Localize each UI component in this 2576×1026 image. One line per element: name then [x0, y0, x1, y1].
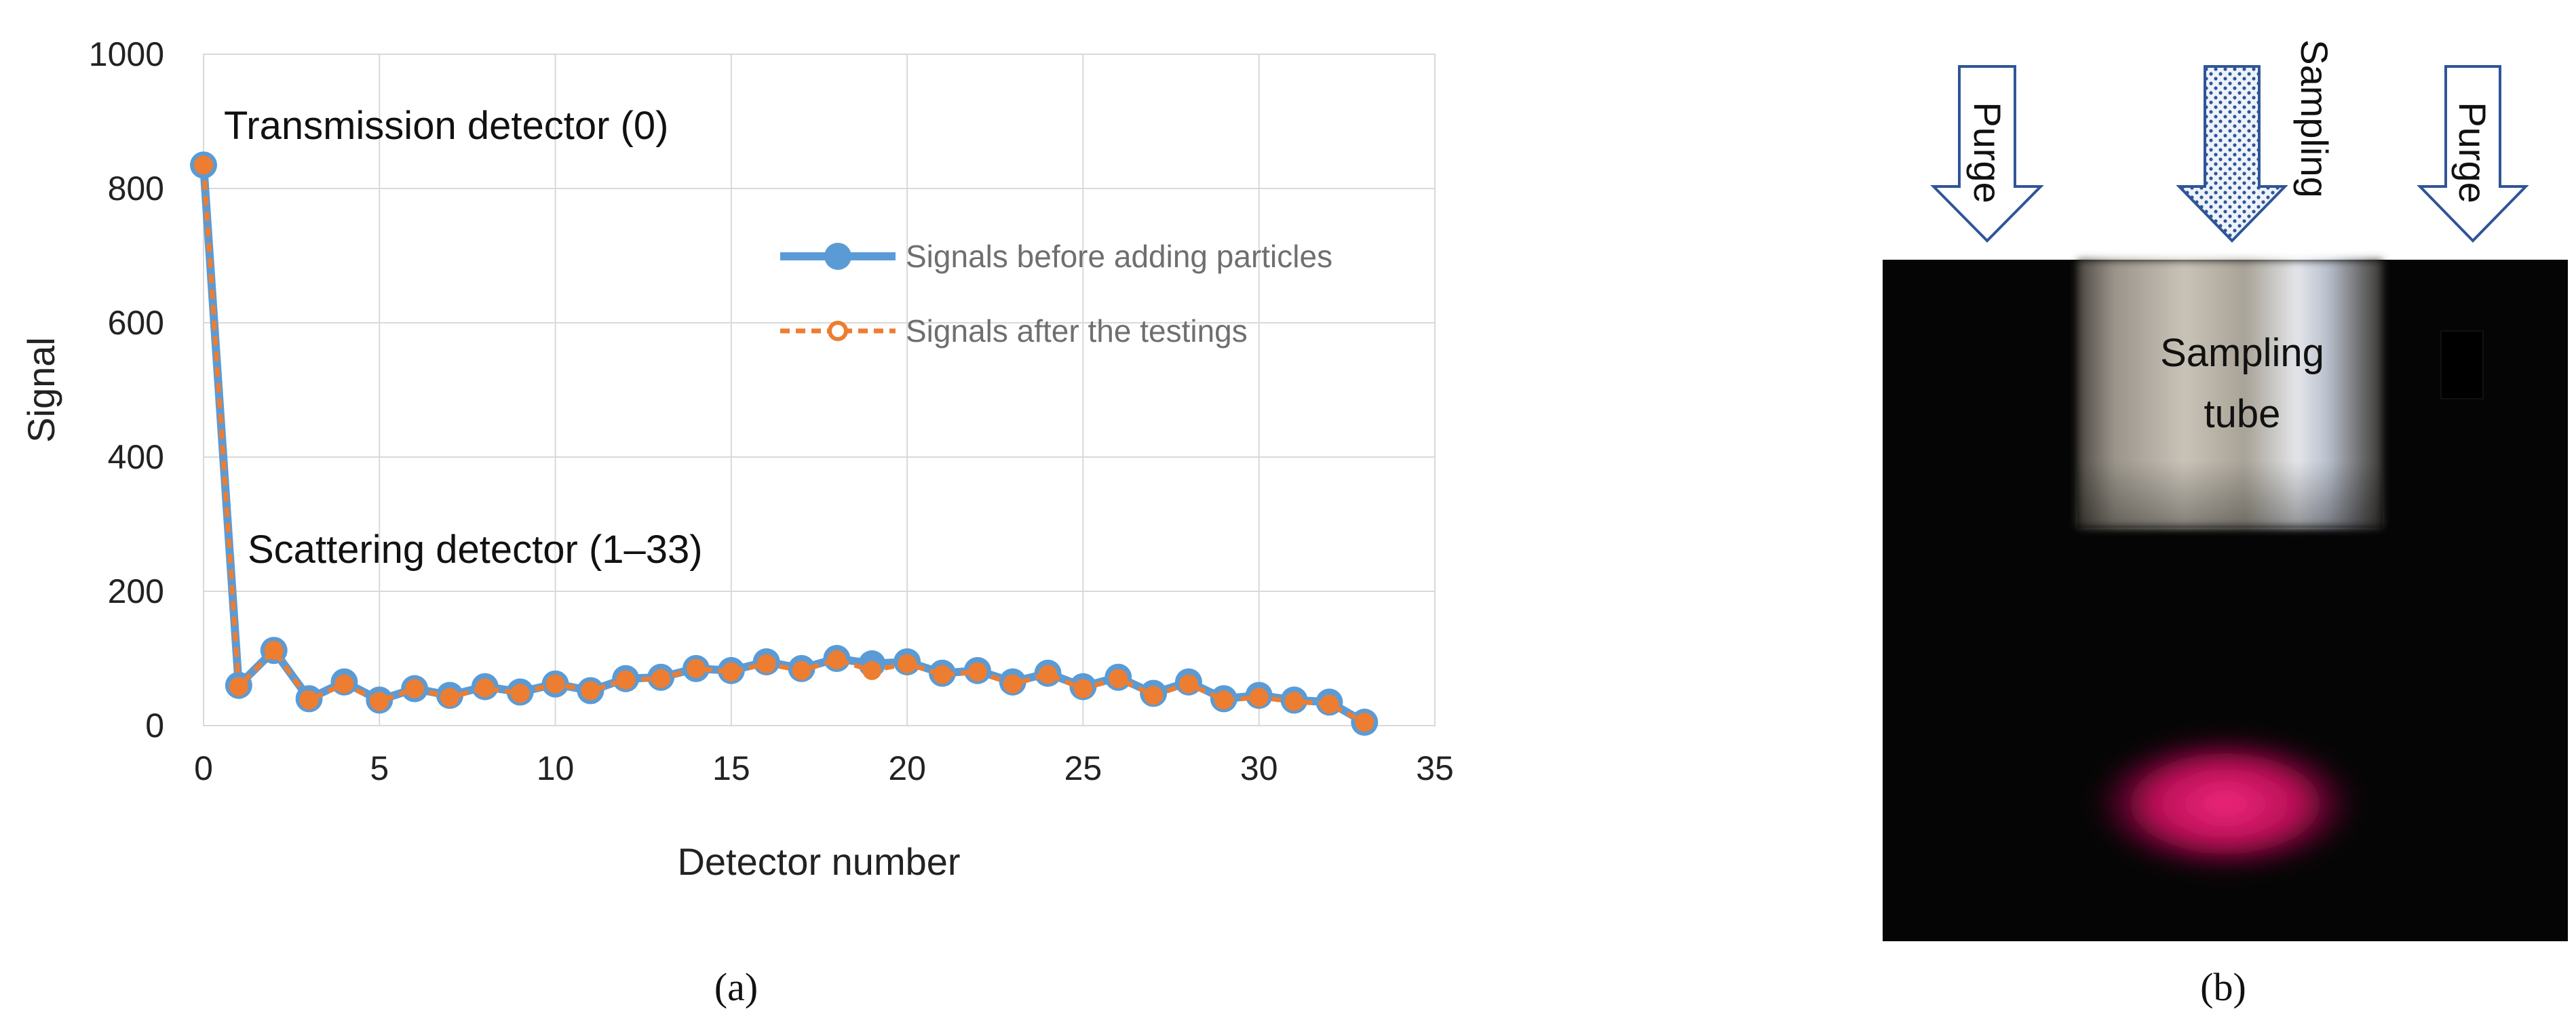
x-tick-label: 5	[370, 749, 389, 787]
data-point	[898, 654, 917, 673]
sampling-tube	[2077, 260, 2383, 528]
magenta-glow	[2090, 732, 2361, 875]
legend-entry-after: Signals after the testings	[780, 313, 1248, 349]
data-point	[1003, 674, 1022, 694]
y-tick-label: 400	[108, 438, 164, 476]
data-point	[581, 681, 600, 701]
x-tick-label: 25	[1064, 749, 1102, 787]
data-point	[687, 658, 706, 678]
data-point	[616, 670, 636, 690]
tick-labels: 0 5 10 15 20 25 30 35 0 200 400 600 800 1000	[89, 35, 1454, 787]
data-point	[299, 690, 319, 710]
legend-label-after: Signals after the testings	[906, 313, 1248, 349]
arrow-purge-right: Purge	[2417, 65, 2529, 243]
data-point	[1320, 694, 1339, 714]
data-point	[1249, 688, 1269, 707]
data-point	[967, 662, 987, 682]
data-point	[229, 677, 248, 696]
x-tick-label: 30	[1240, 749, 1278, 787]
x-tick-label: 0	[194, 749, 213, 787]
dark-marker	[2440, 330, 2484, 399]
y-axis-title: Signal	[20, 337, 62, 443]
arrow-shape-purge-right	[2417, 65, 2529, 243]
data-point	[1214, 690, 1233, 710]
plot-area	[203, 54, 1436, 726]
data-point	[334, 674, 354, 694]
data-point	[475, 678, 495, 698]
arrow-label-purge-right: Purge	[2451, 102, 2494, 203]
x-tick-label: 10	[537, 749, 575, 787]
annotation-scattering: Scattering detector (1–33)	[248, 528, 703, 572]
data-point	[1073, 679, 1093, 698]
y-tick-label: 0	[145, 707, 164, 745]
data-point	[862, 660, 882, 680]
tube-shade	[2077, 260, 2383, 528]
data-point	[545, 674, 565, 694]
legend: Signals before adding particles Signals …	[780, 239, 1332, 349]
data-point	[933, 665, 952, 684]
x-tick-label: 15	[712, 749, 750, 787]
data-point	[721, 662, 741, 682]
legend-marker-before	[824, 243, 851, 270]
legend-marker-after	[828, 321, 848, 341]
series-after	[194, 155, 1374, 732]
arrow-shape-purge-left	[1930, 65, 2044, 243]
data-point	[370, 692, 389, 711]
arrow-purge-left: Purge	[1930, 65, 2044, 243]
data-point	[1144, 686, 1164, 705]
data-point	[1179, 674, 1198, 694]
arrow-shape-sampling	[2176, 65, 2288, 243]
data-point	[1284, 692, 1304, 711]
data-point	[651, 669, 671, 688]
arrow-label-purge-left: Purge	[1966, 102, 2009, 203]
y-tick-label: 800	[108, 170, 164, 208]
data-point	[440, 688, 459, 707]
caption-a: (a)	[714, 965, 758, 1009]
annotation-transmission: Transmission detector (0)	[224, 104, 668, 148]
y-tick-label: 1000	[89, 35, 164, 73]
series-layer	[190, 151, 1379, 736]
data-point	[827, 650, 847, 669]
signal-line-chart: 0 5 10 15 20 25 30 35 0 200 400 600 800 1000 Signal D…	[20, 35, 1454, 1009]
data-point	[1109, 669, 1128, 688]
x-tick-label: 20	[888, 749, 926, 787]
x-axis-title: Detector number	[677, 840, 960, 883]
tube-label-line1: Sampling	[2160, 331, 2324, 375]
y-tick-label: 200	[108, 572, 164, 610]
data-point	[1038, 665, 1058, 684]
data-point	[264, 641, 284, 660]
plot-frame	[203, 54, 1436, 726]
x-tick-label: 35	[1416, 749, 1454, 787]
tube-label-line2: tube	[2204, 392, 2281, 436]
data-point	[405, 679, 425, 698]
grid-lines	[203, 54, 1436, 726]
arrow-sampling: Sampling	[2176, 39, 2336, 243]
data-point	[1355, 713, 1374, 732]
arrow-label-sampling: Sampling	[2293, 39, 2336, 197]
legend-label-before: Signals before adding particles	[906, 239, 1332, 274]
series-line	[201, 165, 1366, 725]
data-point	[510, 684, 530, 703]
data-point	[756, 654, 776, 673]
caption-b: (b)	[2200, 965, 2246, 1009]
data-point	[792, 660, 811, 680]
legend-entry-before: Signals before adding particles	[780, 239, 1332, 274]
data-point	[194, 155, 213, 175]
y-tick-label: 600	[108, 304, 164, 342]
